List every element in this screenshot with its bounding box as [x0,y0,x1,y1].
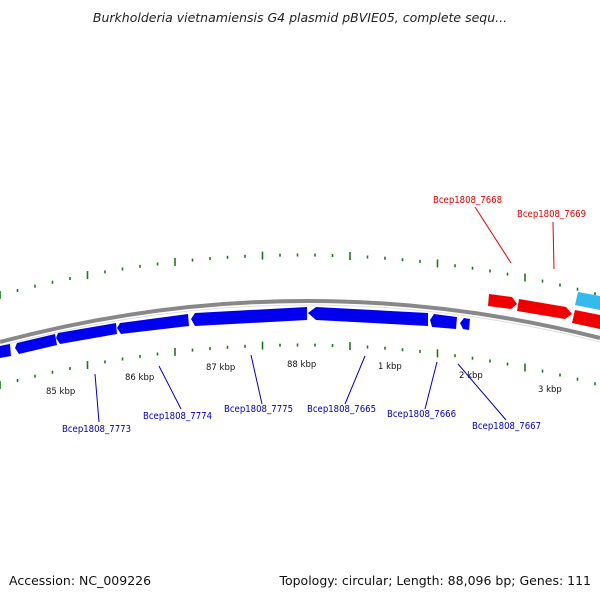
kbp-label: 86 kbp [125,373,154,383]
gene-label[interactable]: Bcep1808_7773 [62,424,131,435]
kbp-label: 2 kbp [459,371,483,381]
summary-text: Topology: circular; Length: 88,096 bp; G… [279,573,591,588]
outer-tick-track [0,251,596,299]
kbp-label: 85 kbp [46,387,75,397]
kbp-label: 88 kbp [287,360,316,370]
backbone-circle-inner [0,304,600,347]
gene-arrow[interactable] [15,334,57,354]
kbp-labels: 85 kbp 86 kbp 87 kbp 88 kbp 1 kbp 2 kbp … [46,360,562,397]
map-title: Burkholderia vietnamiensis G4 plasmid pB… [92,10,508,25]
gene-label[interactable]: Bcep1808_7774 [143,411,212,422]
label-leaders [94,206,555,423]
accession-text: Accession: NC_009226 [9,573,152,588]
gene-arrow[interactable] [191,307,307,326]
kbp-label: 87 kbp [206,363,235,373]
gene-arrow[interactable] [460,318,470,330]
forward-genes [488,294,600,329]
gene-arrow[interactable] [517,299,572,319]
gene-arrow[interactable] [308,307,428,326]
gene-arrow[interactable] [117,314,189,334]
gene-arrow[interactable] [56,323,117,344]
gene-label[interactable]: Bcep1808_7775 [224,404,293,415]
gene-arrow[interactable] [572,310,600,329]
inner-tick-track [0,341,596,389]
gene-label[interactable]: Bcep1808_7669 [517,209,586,220]
gene-label[interactable]: Bcep1808_7665 [307,404,376,415]
kbp-label: 3 kbp [538,385,562,395]
gene-arrow-other[interactable] [575,292,600,310]
gene-arrow[interactable] [488,294,517,309]
gene-label[interactable]: Bcep1808_7667 [472,421,541,432]
gene-label[interactable]: Bcep1808_7666 [387,409,456,420]
gene-arrow[interactable] [430,314,457,329]
gene-labels: Bcep1808_7668 Bcep1808_7669 Bcep1808_777… [62,195,586,435]
reverse-genes [0,307,470,358]
gene-arrow[interactable] [0,344,11,358]
gene-label[interactable]: Bcep1808_7668 [433,195,502,206]
backbone-circle [0,298,600,344]
kbp-label: 1 kbp [378,362,402,372]
